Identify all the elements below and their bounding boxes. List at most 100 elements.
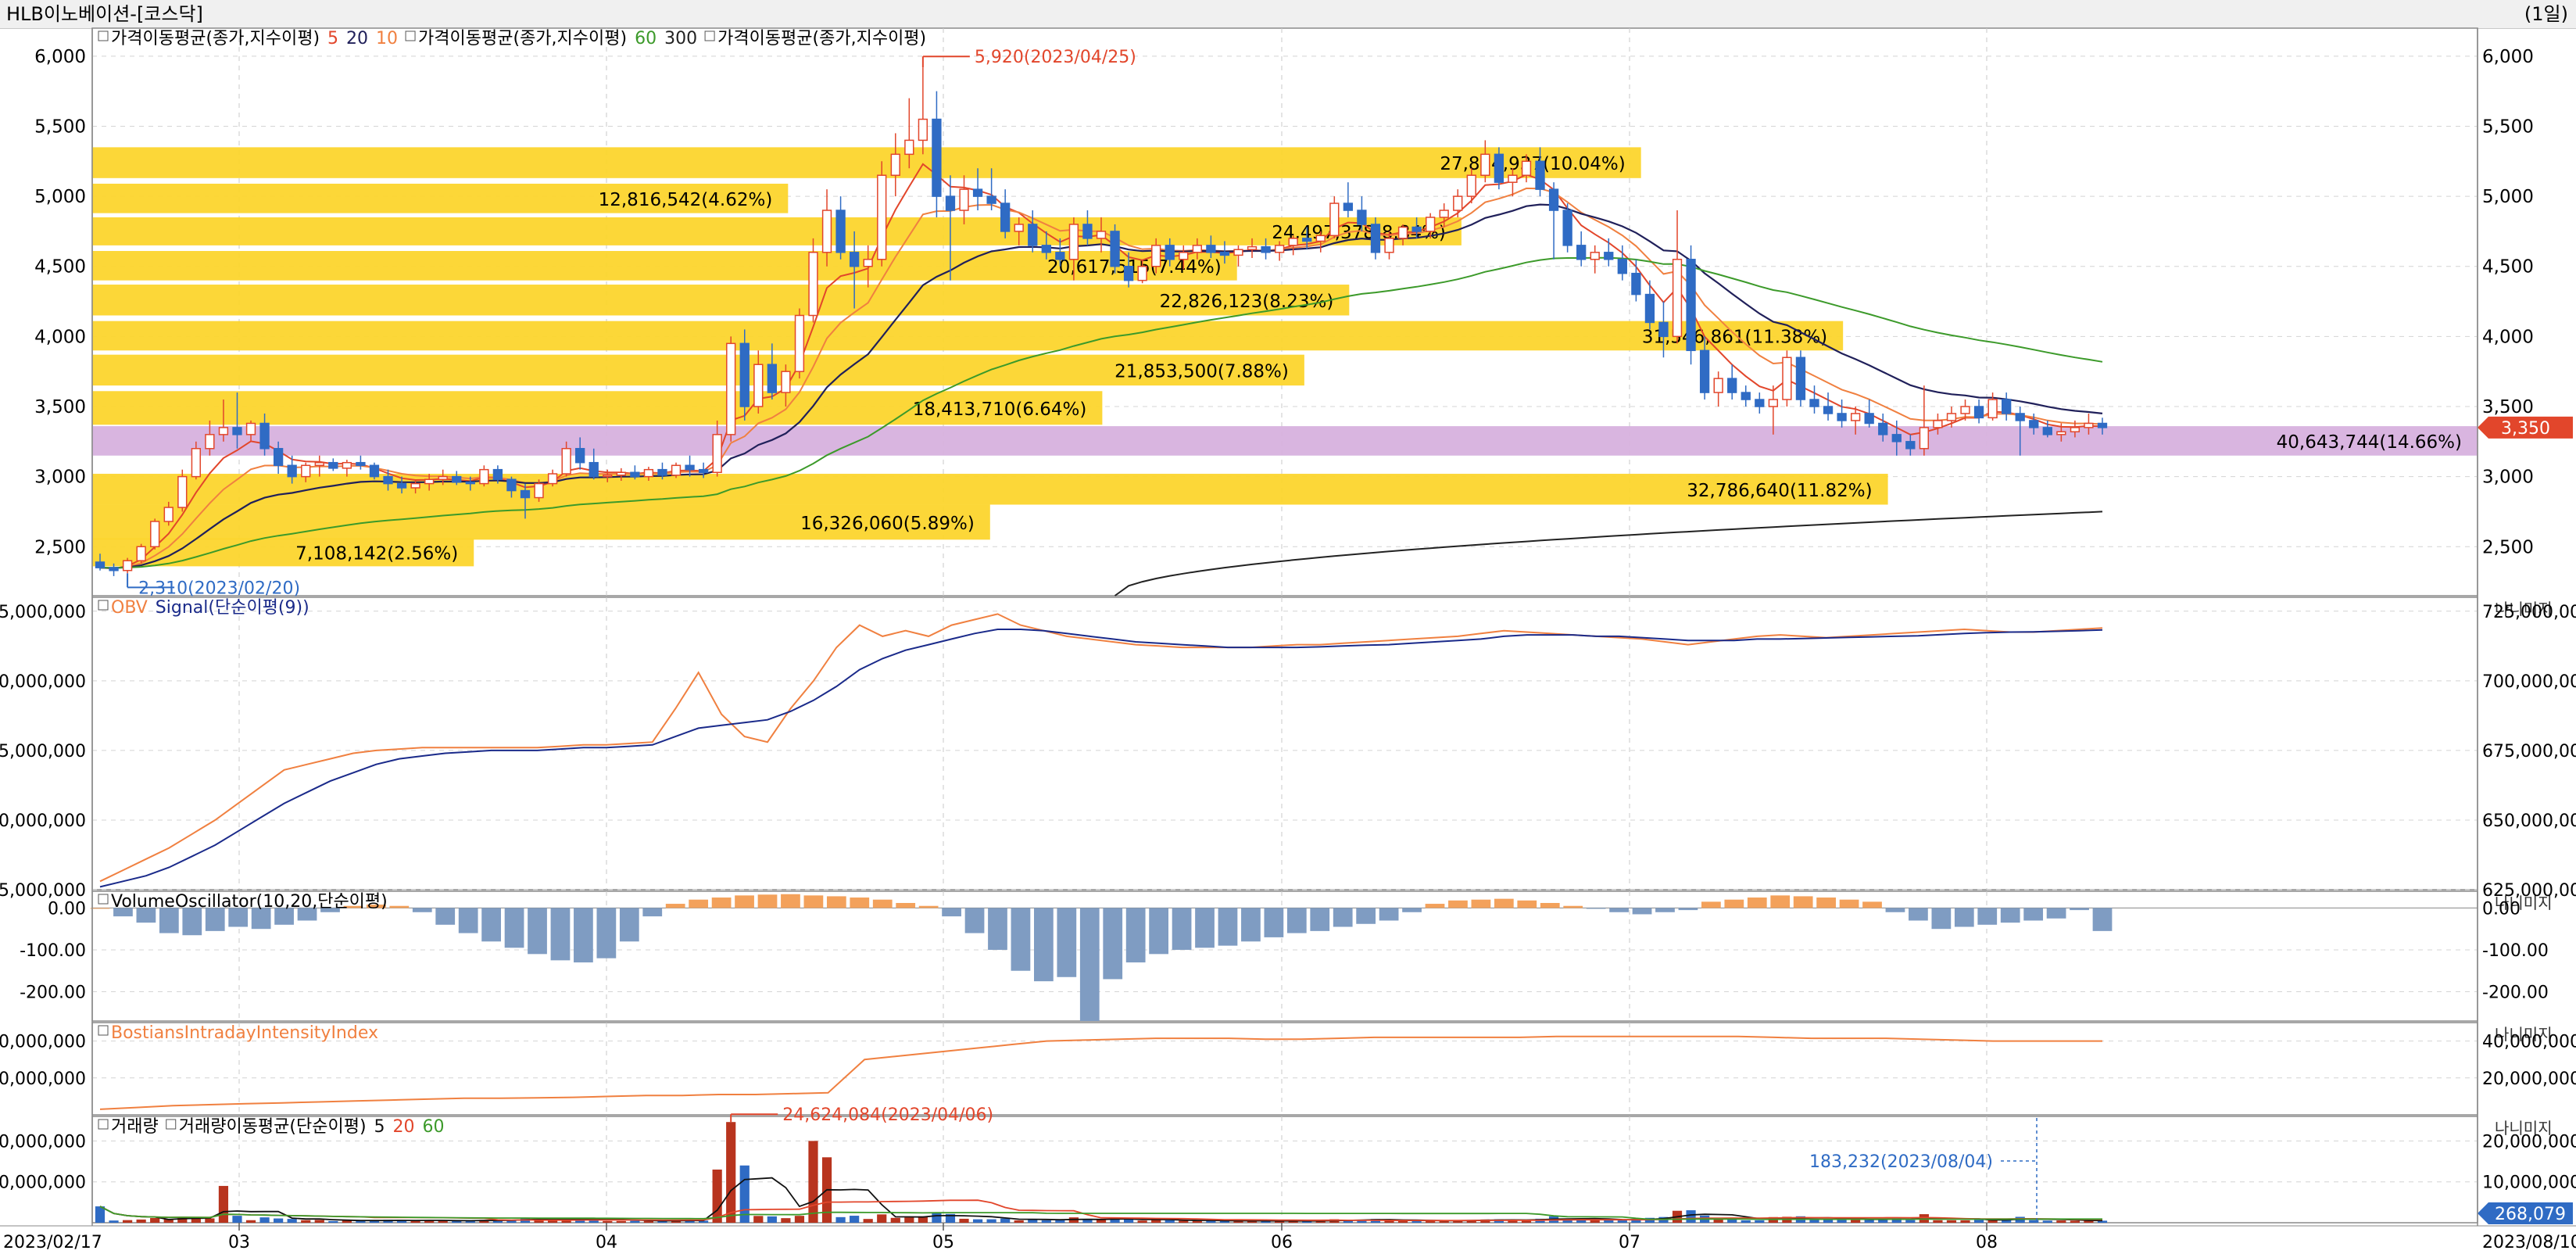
candle-body[interactable] [1741, 392, 1751, 400]
candle-body[interactable] [2029, 420, 2039, 428]
candle-body[interactable] [1973, 406, 1984, 419]
candle-body[interactable] [808, 252, 818, 317]
candle-body[interactable] [2084, 422, 2094, 428]
candle-body[interactable] [342, 461, 352, 469]
candle-body[interactable] [685, 464, 695, 471]
candle-body[interactable] [1000, 202, 1011, 232]
candle-body[interactable] [506, 478, 517, 492]
candle-body[interactable] [1425, 217, 1436, 232]
candle-body[interactable] [890, 153, 900, 176]
candle-body[interactable] [232, 427, 242, 435]
candle-body[interactable] [136, 546, 146, 561]
candle-body[interactable] [1453, 195, 1463, 211]
candle-body[interactable] [1411, 226, 1422, 232]
candle-body[interactable] [328, 461, 338, 469]
candle-body[interactable] [1068, 224, 1079, 260]
candle-body[interactable] [1179, 252, 1189, 260]
candle-body[interactable] [1727, 378, 1737, 393]
legend-checkbox[interactable] [166, 1119, 177, 1130]
candle-body[interactable] [122, 560, 133, 571]
candle-body[interactable] [1850, 413, 1861, 421]
candle-body[interactable] [1604, 252, 1614, 260]
candle-body[interactable] [1261, 245, 1271, 253]
candle-body[interactable] [932, 118, 942, 197]
candle-body[interactable] [465, 482, 475, 485]
candle-body[interactable] [630, 471, 640, 478]
candle-body[interactable] [2097, 422, 2108, 428]
candle-body[interactable] [273, 448, 284, 467]
candle-body[interactable] [835, 210, 846, 253]
period-label[interactable]: (1일) [2524, 3, 2568, 25]
candle-body[interactable] [1713, 378, 1723, 393]
candle-body[interactable] [1028, 224, 1038, 246]
candle-body[interactable] [424, 478, 435, 485]
candle-body[interactable] [972, 188, 983, 197]
candle-body[interactable] [1343, 202, 1354, 211]
candle-body[interactable] [945, 195, 956, 211]
candle-body[interactable] [1631, 272, 1641, 296]
candle-body[interactable] [1151, 245, 1161, 267]
candle-body[interactable] [698, 468, 709, 474]
candle-body[interactable] [616, 471, 626, 476]
legend-checkbox[interactable] [98, 30, 109, 41]
candle-body[interactable] [877, 174, 887, 260]
candle-body[interactable] [369, 464, 380, 478]
candle-body[interactable] [1247, 245, 1258, 250]
candle-body[interactable] [356, 461, 366, 467]
candle-body[interactable] [986, 195, 996, 204]
candle-body[interactable] [1576, 245, 1587, 260]
candle-body[interactable] [218, 427, 229, 435]
candle-body[interactable] [1165, 245, 1175, 260]
candle-body[interactable] [2015, 413, 2025, 421]
candle-body[interactable] [1082, 224, 1093, 239]
candle-body[interactable] [1480, 153, 1490, 176]
candle-body[interactable] [1315, 235, 1326, 242]
candle-body[interactable] [863, 259, 873, 267]
candle-body[interactable] [1837, 413, 1847, 421]
candle-body[interactable] [1370, 224, 1381, 253]
candle-body[interactable] [589, 461, 599, 478]
candle-body[interactable] [1329, 202, 1340, 237]
candle-body[interactable] [753, 364, 764, 407]
candle-body[interactable] [1658, 321, 1669, 338]
candle-body[interactable] [1864, 413, 1874, 425]
candle-body[interactable] [821, 210, 832, 253]
candle-body[interactable] [1946, 413, 1957, 421]
candle-body[interactable] [739, 342, 750, 407]
legend-checkbox[interactable] [98, 600, 109, 611]
candle-body[interactable] [767, 364, 778, 393]
candle-body[interactable] [561, 448, 571, 475]
candle-body[interactable] [150, 521, 160, 548]
candle-body[interactable] [2056, 431, 2066, 435]
candle-body[interactable] [520, 489, 531, 499]
candle-body[interactable] [794, 314, 805, 372]
candle-body[interactable] [781, 371, 791, 393]
candle-body[interactable] [1466, 174, 1476, 197]
legend-checkbox[interactable] [704, 30, 715, 41]
candle-body[interactable] [603, 475, 613, 478]
candle-body[interactable] [1823, 406, 1834, 414]
candle-body[interactable] [1274, 245, 1285, 253]
candle-body[interactable] [712, 434, 722, 474]
candle-body[interactable] [904, 139, 914, 156]
candle-body[interactable] [163, 507, 174, 522]
candle-body[interactable] [1809, 399, 1819, 407]
candle-body[interactable] [492, 468, 503, 480]
candle-body[interactable] [1795, 356, 1806, 400]
candle-body[interactable] [1041, 245, 1051, 253]
candle-body[interactable] [534, 482, 544, 499]
candle-body[interactable] [1137, 265, 1147, 281]
candle-body[interactable] [1644, 293, 1655, 324]
candle-body[interactable] [205, 434, 215, 450]
candle-body[interactable] [1672, 259, 1683, 338]
candle-body[interactable] [1960, 406, 1970, 414]
candle-body[interactable] [1987, 399, 1998, 419]
candle-body[interactable] [1699, 349, 1710, 393]
candle-body[interactable] [2042, 427, 2052, 435]
candle-body[interactable] [2070, 427, 2080, 433]
candle-body[interactable] [1891, 434, 1902, 442]
candle-body[interactable] [1535, 160, 1545, 190]
candle-body[interactable] [1288, 238, 1298, 246]
legend-checkbox[interactable] [98, 1119, 109, 1130]
